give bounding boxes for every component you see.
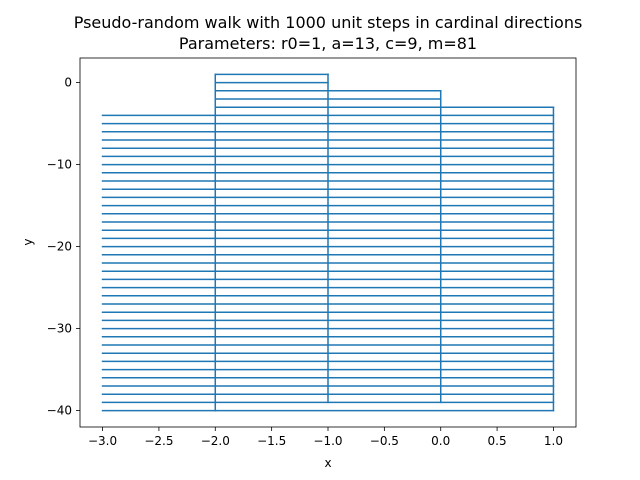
chart-title: Pseudo-random walk with 1000 unit steps … bbox=[74, 13, 583, 32]
x-tick-label: 0.5 bbox=[488, 434, 507, 448]
walk-path bbox=[101, 73, 555, 412]
chart-subtitle: Parameters: r0=1, a=13, c=9, m=81 bbox=[179, 34, 477, 53]
x-tick-label: −2.5 bbox=[144, 434, 173, 448]
x-axis-ticks: −3.0 −2.5 −2.0 −1.5 −1.0 −0.5 0.0 0.5 1.0 bbox=[88, 427, 563, 448]
y-tick-label: −10 bbox=[47, 158, 72, 172]
x-tick-label: −2.0 bbox=[201, 434, 230, 448]
x-tick-label: −3.0 bbox=[88, 434, 117, 448]
y-tick-label: 0 bbox=[64, 76, 72, 90]
y-axis-ticks: 0 −10 −20 −30 −40 bbox=[47, 76, 80, 418]
x-axis-label: x bbox=[324, 456, 331, 470]
y-tick-label: −20 bbox=[47, 240, 72, 254]
y-axis-label: y bbox=[21, 238, 35, 245]
plot-frame bbox=[79, 57, 577, 428]
y-tick-label: −40 bbox=[47, 404, 72, 418]
y-tick-label: −30 bbox=[47, 322, 72, 336]
x-tick-label: 1.0 bbox=[544, 434, 563, 448]
x-tick-label: −1.5 bbox=[257, 434, 286, 448]
x-tick-label: 0.0 bbox=[431, 434, 450, 448]
x-tick-label: −0.5 bbox=[370, 434, 399, 448]
x-tick-label: −1.0 bbox=[313, 434, 342, 448]
